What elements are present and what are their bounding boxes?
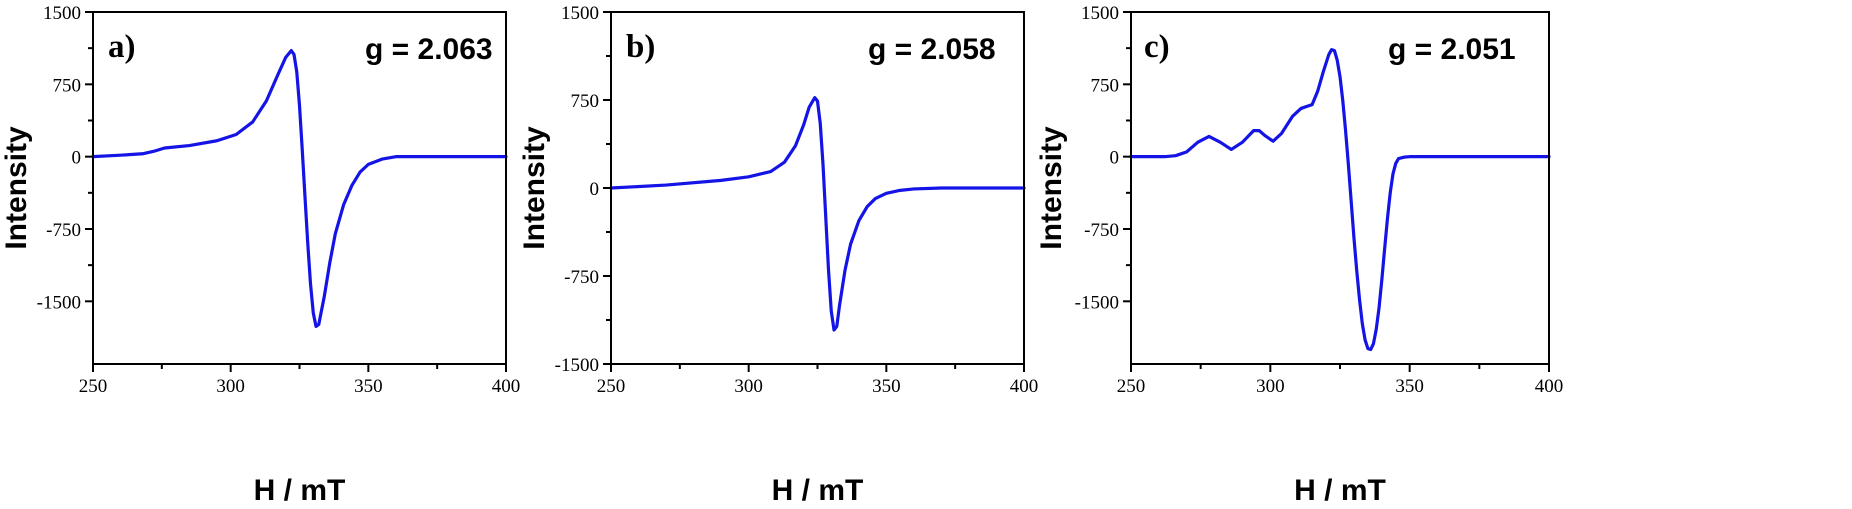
x-axis-title: H / mT — [1294, 474, 1386, 507]
g-value-annotation: g = 2.063 — [365, 33, 493, 66]
x-tick-label: 400 — [492, 376, 521, 397]
series-line — [91, 48, 508, 328]
x-tick-label: 400 — [1010, 376, 1039, 397]
x-tick-label: 350 — [872, 376, 901, 397]
g-value-annotation: g = 2.058 — [868, 33, 996, 66]
x-tick-label: 300 — [216, 376, 245, 397]
y-tick-label: 0 — [590, 179, 600, 200]
y-tick-label: 0 — [1110, 148, 1120, 169]
y-tick-label: 750 — [1091, 75, 1120, 96]
series-line — [1129, 48, 1551, 352]
y-tick-label: 1500 — [561, 3, 599, 24]
y-axis-title: Intensity — [518, 126, 551, 250]
panel-c: 250 300 350 400 1500 750 0 -750 -1500 H / mT Inten… — [1035, 3, 1563, 507]
panel-label: a) — [108, 29, 136, 65]
x-tick-label: 250 — [597, 376, 626, 397]
x-tick-label: 350 — [354, 376, 383, 397]
y-tick-label: 1500 — [1081, 3, 1119, 24]
y-axis-title: Intensity — [0, 126, 33, 250]
x-tick-label: 300 — [1256, 376, 1285, 397]
x-axis-title: H / mT — [772, 474, 864, 507]
y-tick-label: -750 — [46, 220, 81, 241]
y-axis-title: Intensity — [1035, 126, 1068, 250]
panel-a: 250 300 350 400 1500 750 0 -750 -1500 H / mT Inten… — [0, 3, 520, 507]
y-tick-label: -750 — [1084, 220, 1119, 241]
x-axis-title: H / mT — [254, 474, 346, 507]
panel-b: 250 300 350 400 1500 750 0 -750 -1500 H / mT Inten… — [518, 3, 1038, 507]
g-value-annotation: g = 2.051 — [1388, 33, 1516, 66]
y-tick-label: -1500 — [555, 355, 599, 376]
x-tick-label: 250 — [1117, 376, 1146, 397]
y-tick-label: 0 — [72, 148, 82, 169]
x-tick-label: 400 — [1535, 376, 1564, 397]
y-tick-label: -750 — [564, 267, 599, 288]
y-tick-label: -1500 — [1075, 292, 1119, 313]
series-line — [609, 96, 1026, 332]
y-tick-label: 750 — [53, 75, 82, 96]
x-tick-label: 250 — [79, 376, 108, 397]
y-tick-label: 750 — [571, 91, 600, 112]
panel-label: c) — [1144, 29, 1170, 65]
y-tick-label: 1500 — [43, 3, 81, 24]
x-tick-label: 350 — [1395, 376, 1424, 397]
panel-label: b) — [626, 29, 655, 65]
y-tick-label: -1500 — [37, 292, 81, 313]
x-tick-label: 300 — [734, 376, 763, 397]
